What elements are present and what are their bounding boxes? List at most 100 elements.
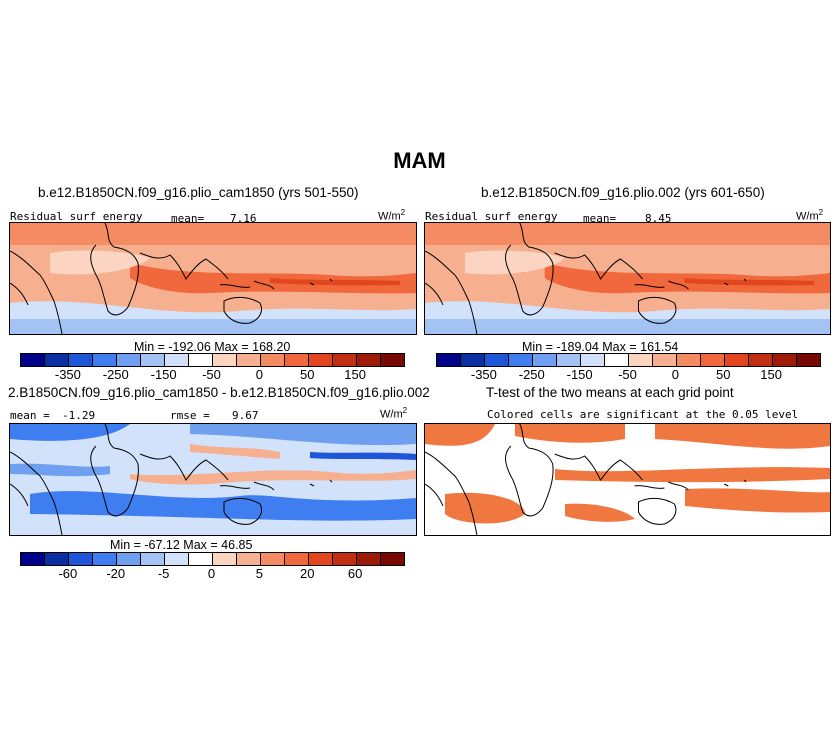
colorbar-swatch xyxy=(581,354,605,366)
colorbar-swatch xyxy=(485,354,509,366)
panel-c-units: W/m2 xyxy=(380,406,408,421)
panel-c-title: 2.B1850CN.f09_g16.plio_cam1850 - b.e12.B… xyxy=(8,385,430,400)
panel-c-mean-label: mean = xyxy=(10,409,50,422)
panel-b-min-max: Min = -189.04 Max = 161.54 xyxy=(522,340,679,354)
colorbar-swatch xyxy=(93,354,117,366)
colorbar-swatch xyxy=(333,553,357,565)
colorbar-tick-label: -250 xyxy=(102,367,129,382)
colorbar-tick-label: -5 xyxy=(157,566,170,581)
colorbar-swatch xyxy=(381,354,404,366)
colorbar-swatch xyxy=(189,354,213,366)
panel-c-colorbar xyxy=(20,552,405,566)
coastlines xyxy=(425,424,747,535)
colorbar-tick-label: -60 xyxy=(58,566,78,581)
colorbar-swatch xyxy=(605,354,629,366)
colorbar-swatch xyxy=(45,553,69,565)
panel-a-mean-value: 7.16 xyxy=(230,212,257,225)
panel-c-map xyxy=(9,423,417,536)
colorbar-tick-label: 50 xyxy=(716,367,731,382)
colorbar-swatch xyxy=(749,354,773,366)
colorbar-swatch xyxy=(797,354,820,366)
panel-c-rmse-value: 9.67 xyxy=(232,409,259,422)
field-contours xyxy=(10,424,416,535)
colorbar-swatch xyxy=(117,553,141,565)
colorbar-swatch xyxy=(165,354,189,366)
colorbar-swatch xyxy=(285,354,309,366)
coastlines xyxy=(10,223,333,334)
colorbar-tick-label: -50 xyxy=(618,367,637,382)
colorbar-swatch xyxy=(285,553,309,565)
colorbar-swatch xyxy=(309,553,333,565)
panel-d-title: T-test of the two means at each grid poi… xyxy=(486,385,734,400)
colorbar-tick-label: -350 xyxy=(54,367,81,382)
colorbar-swatch xyxy=(21,553,45,565)
panel-a-units: W/m2 xyxy=(378,208,406,223)
panel-a-case-title: b.e12.B1850CN.f09_g16.plio_cam1850 (yrs … xyxy=(38,185,359,200)
colorbar-swatch xyxy=(189,553,213,565)
panel-b-map xyxy=(424,222,831,335)
panel-a-colorbar-ticks: -350 -250 -150 -50 0 50 150 xyxy=(20,367,403,383)
colorbar-swatch xyxy=(437,354,461,366)
colorbar-swatch xyxy=(213,553,237,565)
colorbar-swatch xyxy=(141,354,165,366)
colorbar-swatch xyxy=(261,553,285,565)
colorbar-tick-label: 5 xyxy=(255,566,263,581)
colorbar-swatch xyxy=(357,553,381,565)
colorbar-tick-label: 150 xyxy=(760,367,782,382)
colorbar-swatch xyxy=(677,354,701,366)
colorbar-tick-label: -350 xyxy=(470,367,497,382)
colorbar-tick-label: -20 xyxy=(106,566,126,581)
field-contours xyxy=(10,223,416,334)
colorbar-swatch xyxy=(93,553,117,565)
colorbar-swatch xyxy=(725,354,749,366)
colorbar-tick-label: -150 xyxy=(566,367,593,382)
panel-a-mean-label: mean= xyxy=(171,212,205,225)
colorbar-swatch xyxy=(117,354,141,366)
panel-c-colorbar-ticks: -60 -20 -5 0 5 20 60 xyxy=(20,566,403,582)
significance-cells xyxy=(425,424,830,524)
panel-a-colorbar xyxy=(20,353,405,367)
colorbar-tick-label: -250 xyxy=(518,367,545,382)
colorbar-swatch xyxy=(773,354,797,366)
colorbar-swatch xyxy=(309,354,333,366)
colorbar-swatch xyxy=(213,354,237,366)
figure-title: MAM xyxy=(393,148,446,173)
colorbar-swatch xyxy=(69,553,93,565)
colorbar-swatch xyxy=(557,354,581,366)
colorbar-tick-label: -50 xyxy=(202,367,221,382)
colorbar-tick-label: 60 xyxy=(347,566,363,581)
panel-b-mean-label: mean= xyxy=(583,212,617,225)
colorbar-swatch xyxy=(461,354,485,366)
colorbar-swatch xyxy=(165,553,189,565)
colorbar-swatch xyxy=(141,553,165,565)
colorbar-swatch xyxy=(261,354,285,366)
colorbar-tick-label: 0 xyxy=(255,367,263,382)
colorbar-tick-label: 0 xyxy=(207,566,216,581)
panel-b-mean-value: 8.45 xyxy=(645,212,672,225)
panel-b-variable: Residual surf energy xyxy=(425,210,558,223)
colorbar-swatch xyxy=(509,354,533,366)
coastlines xyxy=(10,424,333,535)
colorbar-swatch xyxy=(45,354,69,366)
panel-d-map xyxy=(424,423,831,536)
colorbar-swatch xyxy=(629,354,653,366)
colorbar-swatch xyxy=(237,354,261,366)
coastlines xyxy=(425,223,747,334)
panel-b-colorbar xyxy=(436,353,821,367)
panel-c-min-max: Min = -67.12 Max = 46.85 xyxy=(110,538,253,552)
colorbar-swatch xyxy=(653,354,677,366)
colorbar-tick-label: -150 xyxy=(150,367,177,382)
panel-d-subtitle: Colored cells are significant at the 0.0… xyxy=(487,408,799,421)
colorbar-swatch xyxy=(21,354,45,366)
colorbar-swatch xyxy=(701,354,725,366)
colorbar-swatch xyxy=(381,553,404,565)
panel-a-variable: Residual surf energy xyxy=(10,210,143,223)
panel-c-rmse-label: rmse = xyxy=(170,409,210,422)
panel-b-units: W/m2 xyxy=(796,208,824,223)
colorbar-swatch xyxy=(533,354,557,366)
panel-a-map xyxy=(9,222,417,335)
field-contours xyxy=(425,223,830,334)
colorbar-tick-label: 0 xyxy=(671,367,679,382)
panel-c-mean-value: -1.29 xyxy=(62,409,96,422)
colorbar-swatch xyxy=(357,354,381,366)
